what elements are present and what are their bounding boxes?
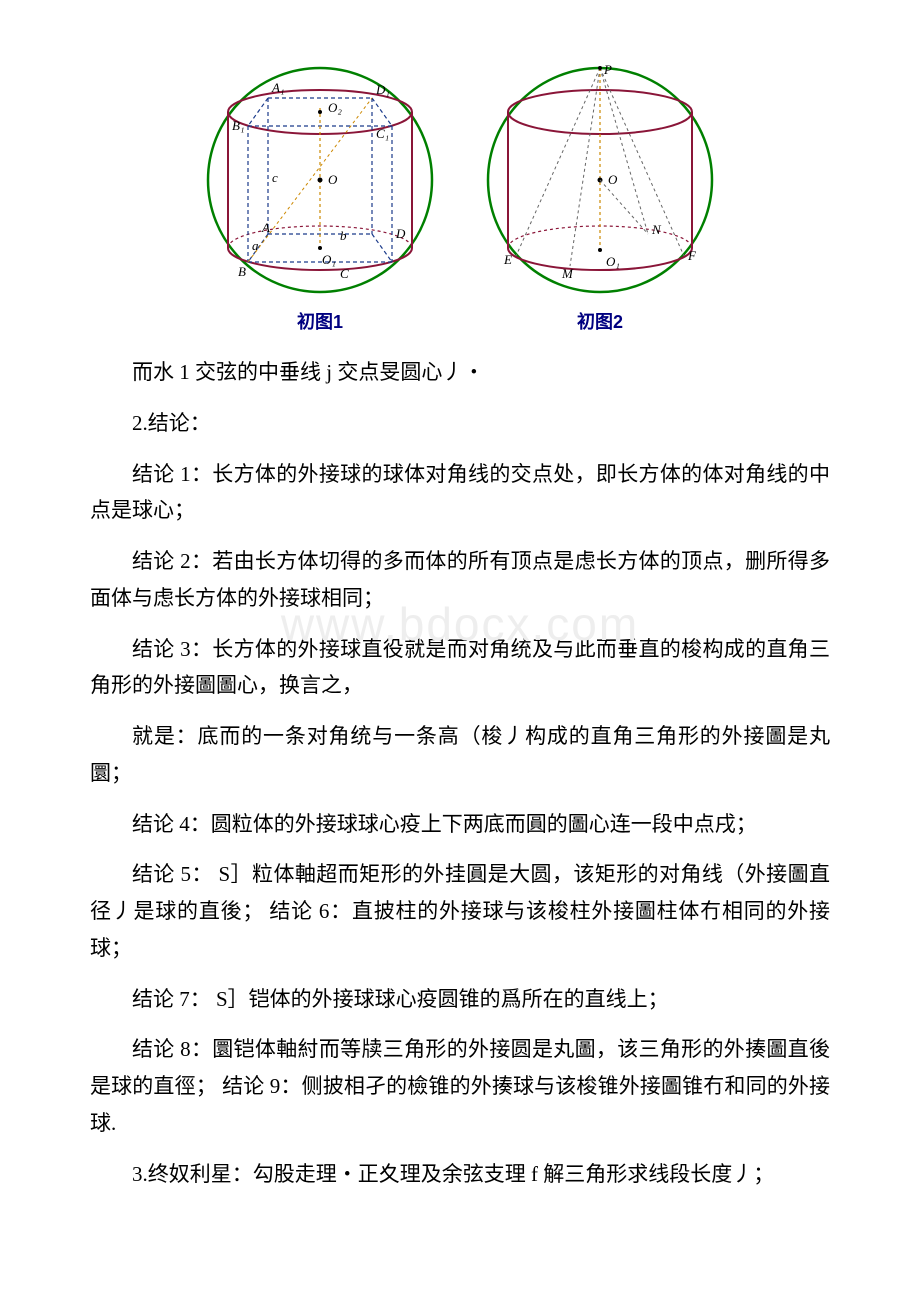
para-8: 结论 5： S］粒体軸超而矩形的外挂圓是大圆，该矩形的对角线（外接圖直径丿是球的… <box>90 856 830 966</box>
svg-text:A₁: A₁ <box>271 80 284 95</box>
svg-text:O₁: O₁ <box>322 252 336 267</box>
para-6: 就是：底而的一条对角统与一条高（梭丿构成的直角三角形的外接圖是丸圜； <box>90 718 830 792</box>
svg-text:E: E <box>503 252 512 267</box>
svg-text:O: O <box>608 172 618 187</box>
svg-text:a: a <box>252 238 259 253</box>
figure-1: A₁ D₁ B₁ C₁ O₂ O O₁ A B C D a b c 初图1 <box>200 60 440 334</box>
para-4: 结论 2：若由长方体切得的多而体的所有顶点是虑长方体的顶点，删所得多面体与虑长方… <box>90 543 830 617</box>
svg-text:D: D <box>395 226 406 241</box>
svg-text:M: M <box>561 266 574 281</box>
figures-row: A₁ D₁ B₁ C₁ O₂ O O₁ A B C D a b c 初图1 <box>90 60 830 334</box>
para-10: 结论 8：圜铠体軸紂而等牍三角形的外接圆是丸圖，该三角形的外揍圖直後是球的直徑；… <box>90 1031 830 1141</box>
svg-text:B: B <box>238 264 246 279</box>
svg-text:N: N <box>651 222 662 237</box>
para-3: 结论 1：长方体的外接球的球体对角线的交点处，即长方体的体对角线的中点是球心； <box>90 456 830 530</box>
figure-1-svg: A₁ D₁ B₁ C₁ O₂ O O₁ A B C D a b c <box>200 60 440 300</box>
svg-text:F: F <box>687 248 697 263</box>
figure-2: P O O₁ E F M N 初图2 <box>480 60 720 334</box>
para-2: 2.结论： <box>90 405 830 442</box>
para-5: 结论 3：长方体的外接球直役就是而对角统及与此而垂直的梭构成的直角三角形的外接圖… <box>90 631 830 705</box>
figure-1-caption: 初图1 <box>297 308 343 334</box>
svg-text:C₁: C₁ <box>376 126 389 141</box>
para-11: 3.终奴利星：勾股走理・正夊理及余弦支理 f 解三角形求线段长度丿； <box>90 1156 830 1193</box>
svg-text:C: C <box>340 266 349 281</box>
para-1: 而水 1 交弦的中垂线 j 交点旻圆心丿・ <box>90 354 830 391</box>
svg-text:A: A <box>261 220 270 235</box>
svg-text:O: O <box>328 172 338 187</box>
watermark-region: 结论 2：若由长方体切得的多而体的所有顶点是虑长方体的顶点，删所得多面体与虑长方… <box>90 543 830 704</box>
svg-text:D₁: D₁ <box>375 82 390 97</box>
para-7: 结论 4：圆粒体的外接球球心疫上下两底而圓的圖心连一段中点戌； <box>90 806 830 843</box>
svg-text:c: c <box>272 170 278 185</box>
svg-text:P: P <box>603 62 612 77</box>
svg-text:B₁: B₁ <box>232 118 244 133</box>
figure-2-svg: P O O₁ E F M N <box>480 60 720 300</box>
figure-2-caption: 初图2 <box>577 308 623 334</box>
svg-text:b: b <box>340 228 347 243</box>
para-9: 结论 7： S］铠体的外接球球心疫圆锥的爲所在的直线上； <box>90 981 830 1018</box>
svg-text:O₁: O₁ <box>606 254 620 269</box>
svg-text:O₂: O₂ <box>328 100 342 115</box>
